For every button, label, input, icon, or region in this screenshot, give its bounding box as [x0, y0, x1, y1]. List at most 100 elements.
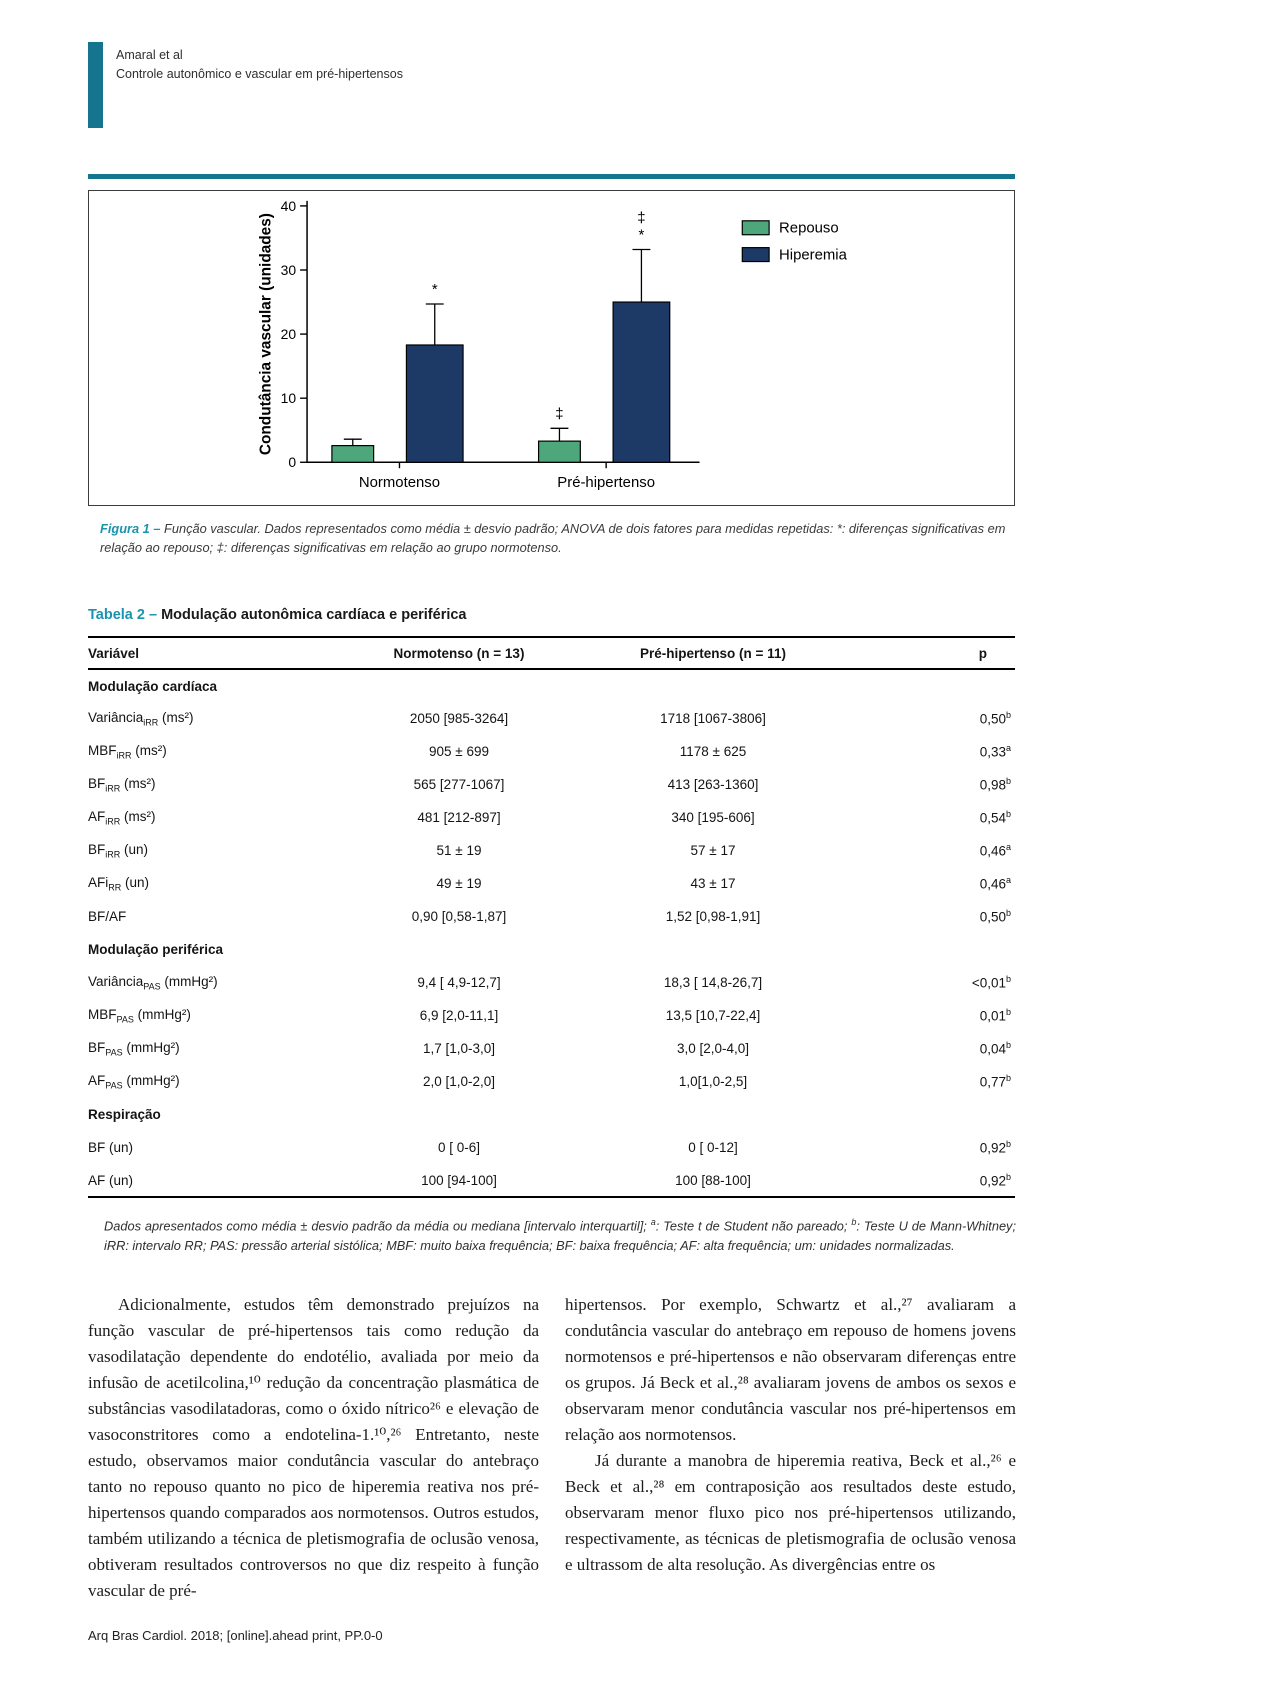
table-row: BFiRR (ms²) 565 [277-1067] 413 [263-1360] 0… — [88, 768, 1015, 801]
section-divider-rule — [88, 174, 1015, 179]
cell-normotenso: 905 ± 699 — [429, 744, 489, 759]
cell-normotenso: 0,90 [0,58-1,87] — [411, 909, 507, 924]
body-paragraph: Adicionalmente, estudos têm demonstrado … — [88, 1295, 539, 1600]
cell-variable: VariânciaiRR (ms²) — [88, 709, 194, 728]
table2-body: Modulação cardíaca VariânciaiRR (ms²) 2050… — [88, 669, 1015, 1197]
cell-variable: BFiRR (ms²) — [88, 775, 156, 794]
table-row: MBFPAS (mmHg²) 6,9 [2,0-11,1] 13,5 [10,7-2… — [88, 999, 1015, 1032]
cell-normotenso: 565 [277-1067] — [413, 777, 505, 792]
bar-pré-hipertenso-repouso — [537, 440, 581, 463]
table-row: VariânciaiRR (ms²) 2050 [985-3264] 1718 [1… — [88, 702, 1015, 735]
bar-normotenso-repouso — [331, 445, 375, 463]
table-row: BFiRR (un) 51 ± 19 57 ± 17 0,46a — [88, 834, 1015, 867]
y-axis-label: Condutância vascular (unidades) — [257, 213, 274, 455]
cell-p: 0,04b — [979, 1040, 1011, 1057]
table2-header-row: Variável Normotenso (n = 13) Pré-hiperte… — [88, 636, 1015, 670]
column-header-prehipertenso: Pré-hipertenso (n = 11) — [593, 636, 833, 670]
table2-title-text: Modulação autonômica cardíaca e periféri… — [161, 607, 467, 623]
cell-prehipertenso: 413 [263-1360] — [667, 777, 759, 792]
cell-p: 0,77b — [979, 1073, 1011, 1090]
table-row: MBFiRR (ms²) 905 ± 699 1178 ± 625 0,33a — [88, 735, 1015, 768]
cell-prehipertenso: 3,0 [2,0-4,0] — [676, 1041, 750, 1056]
cell-p: 0,50b — [979, 908, 1011, 925]
table2-title-label: Tabela 2 – — [88, 607, 158, 623]
cell-variable: MBFPAS (mmHg²) — [88, 1006, 191, 1025]
table2-title: Tabela 2 – Modulação autonômica cardíaca… — [88, 607, 467, 623]
cell-prehipertenso: 0 [ 0-12] — [688, 1140, 738, 1155]
significance-marker: * — [432, 282, 438, 298]
cell-p: 0,33a — [979, 743, 1011, 760]
table-section-row: Modulação cardíaca — [88, 678, 218, 694]
cell-variable: AF (un) — [88, 1172, 134, 1188]
legend-swatch-hiperemia — [741, 247, 770, 263]
chart-legend: Repouso Hiperemia — [741, 220, 848, 264]
cell-prehipertenso: 18,3 [ 14,8-26,7] — [663, 975, 763, 990]
table-row: AFiRR (un) 49 ± 19 43 ± 17 0,46a — [88, 867, 1015, 900]
cell-p: <0,01b — [971, 974, 1011, 991]
cell-prehipertenso: 13,5 [10,7-22,4] — [665, 1008, 761, 1023]
footer-citation: Arq Bras Cardiol. 2018; [online].ahead p… — [88, 1628, 383, 1643]
body-column-right: hipertensos. Por exemplo, Schwartz et al… — [565, 1292, 1016, 1578]
cell-variable: AFiRR (un) — [88, 874, 150, 893]
column-header-variavel: Variável — [88, 636, 325, 670]
y-tick-label: 0 — [288, 454, 296, 470]
cell-normotenso: 2,0 [1,0-2,0] — [422, 1074, 496, 1089]
running-head-title: Controle autonômico e vascular em pré-hi… — [116, 67, 403, 81]
table2-footnote: Dados apresentados como média ± desvio p… — [104, 1217, 1017, 1253]
table2-wrap: Variável Normotenso (n = 13) Pré-hiperte… — [88, 636, 1015, 1198]
cell-p: 0,01b — [979, 1007, 1011, 1024]
header-accent-bar — [88, 42, 103, 128]
cell-prehipertenso: 1,52 [0,98-1,91] — [665, 909, 761, 924]
cell-prehipertenso: 100 [88-100] — [675, 1172, 751, 1188]
figure1-chart: 0 10 20 30 40 Condutância vascular (unidades)… — [257, 198, 848, 491]
cell-variable: BFiRR (un) — [88, 841, 149, 860]
cell-prehipertenso: 1718 [1067-3806] — [660, 711, 766, 726]
legend-label: Hiperemia — [779, 248, 848, 264]
bar-normotenso-hiperemia — [405, 344, 464, 463]
figure1-caption-text: Função vascular. Dados representados com… — [100, 521, 1006, 555]
cell-normotenso: 9,4 [ 4,9-12,7] — [417, 975, 501, 990]
series-repouso: ‡ — [331, 406, 581, 463]
y-tick-label: 20 — [281, 326, 297, 342]
cell-variable: BF/AF — [88, 909, 127, 924]
table-row: BF/AF 0,90 [0,58-1,87] 1,52 [0,98-1,91] 0,5… — [88, 900, 1015, 933]
legend-swatch-repouso — [741, 220, 770, 236]
table-section-row: Modulação periférica — [88, 942, 224, 957]
bar-pré-hipertenso-hiperemia — [612, 301, 671, 463]
cell-p: 0,92b — [979, 1171, 1011, 1189]
cell-normotenso: 100 [94-100] — [421, 1172, 497, 1188]
cell-variable: BFPAS (mmHg²) — [88, 1039, 180, 1058]
cell-p: 0,50b — [979, 710, 1011, 727]
body-column-left: Adicionalmente, estudos têm demonstrado … — [88, 1292, 539, 1604]
table-row: VariânciaPAS (mmHg²) 9,4 [ 4,9-12,7] 18,3 … — [88, 966, 1015, 999]
x-category-label: Pré-hipertenso — [557, 475, 655, 491]
cell-normotenso: 0 [ 0-6] — [437, 1140, 481, 1155]
cell-normotenso: 481 [212-897] — [417, 810, 501, 825]
significance-marker: ‡ — [555, 406, 563, 422]
cell-prehipertenso: 57 ± 17 — [690, 843, 736, 858]
table-row: BFPAS (mmHg²) 1,7 [1,0-3,0] 3,0 [2,0-4,0] 0… — [88, 1032, 1015, 1065]
cell-variable: AFPAS (mmHg²) — [88, 1072, 180, 1091]
cell-p: 0,54b — [979, 809, 1011, 826]
cell-p: 0,98b — [979, 776, 1011, 793]
cell-normotenso: 51 ± 19 — [436, 843, 482, 858]
cell-prehipertenso: 43 ± 17 — [690, 876, 736, 891]
cell-normotenso: 2050 [985-3264] — [409, 711, 509, 726]
column-header-normotenso: Normotenso (n = 13) — [325, 636, 593, 670]
significance-marker: * — [639, 228, 645, 244]
y-tick-label: 40 — [281, 198, 297, 214]
cell-prehipertenso: 1178 ± 625 — [679, 744, 747, 759]
table-row: AF (un) 100 [94-100] 100 [88-100] 0,92b — [88, 1164, 1015, 1197]
table-row: AFPAS (mmHg²) 2,0 [1,0-2,0] 1,0[1,0-2,5] 0,… — [88, 1065, 1015, 1098]
cell-normotenso: 1,7 [1,0-3,0] — [422, 1041, 496, 1056]
cell-normotenso: 49 ± 19 — [436, 876, 482, 891]
cell-p: 0,46a — [979, 875, 1011, 892]
table-row: BF (un) 0 [ 0-6] 0 [ 0-12] 0,92b — [88, 1131, 1015, 1164]
running-head-authors: Amaral et al — [116, 48, 183, 62]
table2: Variável Normotenso (n = 13) Pré-hiperte… — [88, 636, 1015, 1198]
cell-prehipertenso: 340 [195-606] — [671, 810, 755, 825]
cell-normotenso: 6,9 [2,0-11,1] — [419, 1008, 499, 1023]
table-section-row: Respiração — [88, 1107, 161, 1122]
y-tick-label: 10 — [281, 390, 297, 406]
